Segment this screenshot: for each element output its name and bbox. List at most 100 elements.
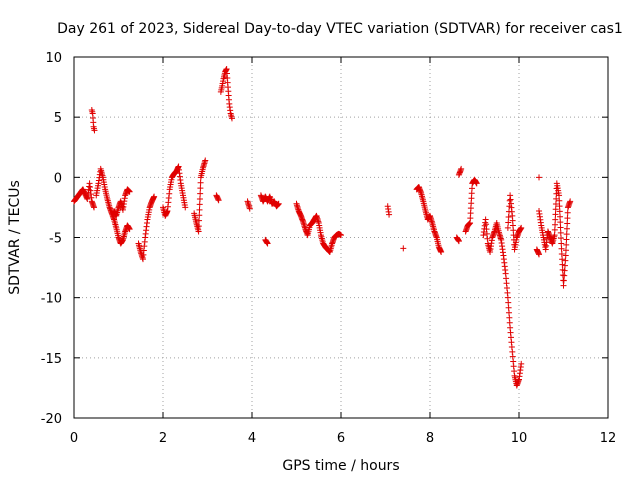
data-point [559, 256, 566, 263]
data-point [551, 232, 558, 239]
data-point [552, 211, 559, 218]
data-point [506, 319, 513, 326]
data-point [560, 277, 567, 284]
data-point [563, 241, 570, 248]
data-point [564, 209, 571, 216]
data-point [151, 193, 158, 200]
y-tick-label: -20 [41, 412, 62, 427]
data-point [518, 224, 525, 231]
data-point [505, 219, 512, 226]
data-point [561, 272, 568, 279]
data-point [400, 245, 407, 252]
data-point [518, 360, 525, 367]
data-point [91, 204, 98, 211]
y-tick-label: -15 [41, 352, 62, 367]
x-tick-label: 2 [159, 431, 167, 446]
data-point [567, 198, 574, 205]
data-point [455, 238, 462, 245]
data-point [228, 115, 235, 122]
data-point [561, 267, 568, 274]
data-point [506, 197, 513, 204]
data-point [338, 232, 344, 239]
data-point [558, 245, 565, 252]
data-point [126, 226, 133, 233]
data-point [458, 165, 465, 172]
data-point [559, 272, 566, 279]
data-point [438, 248, 445, 255]
data-point [556, 203, 563, 210]
axis-ticks: 0 2 4 6 8 10 12 -20 -15 -10 -5 0 5 10 [41, 51, 617, 446]
data-point [197, 190, 204, 197]
data-point [215, 197, 222, 204]
data-point [552, 216, 559, 223]
data-point [536, 174, 543, 181]
data-point [536, 251, 543, 258]
data-point [557, 213, 564, 220]
x-tick-label: 0 [70, 431, 78, 446]
data-point [386, 211, 393, 218]
data-point [126, 188, 133, 195]
data-point [505, 299, 512, 306]
data-point [264, 240, 271, 247]
data-point [564, 215, 571, 222]
data-point [91, 127, 98, 134]
x-tick-label: 8 [426, 431, 434, 446]
data-point [473, 180, 480, 187]
data-point [563, 231, 570, 238]
data-point [557, 224, 564, 231]
y-tick-label: -10 [41, 292, 62, 307]
data-point [558, 235, 565, 242]
y-tick-label: -5 [49, 232, 62, 247]
data-point [197, 179, 204, 186]
data-point [504, 294, 511, 301]
data-point [562, 257, 569, 264]
x-axis-label: GPS time / hours [282, 458, 399, 474]
chart-title: Day 261 of 2023, Sidereal Day-to-day VTE… [57, 21, 623, 37]
x-tick-label: 12 [600, 431, 617, 446]
data-point [196, 217, 203, 224]
y-axis-label: SDTVAR / TECUs [7, 180, 23, 295]
data-point [504, 224, 511, 231]
data-point [557, 229, 564, 236]
data-point [505, 304, 512, 311]
data-point [506, 314, 513, 321]
data-point [197, 185, 204, 192]
data-point [275, 200, 282, 207]
data-point [559, 261, 566, 268]
data-point [202, 157, 209, 164]
data-point [505, 309, 512, 316]
data-point [195, 228, 202, 235]
data-point [560, 282, 567, 289]
data-point [556, 197, 563, 204]
data-point [553, 195, 560, 202]
data-point [196, 201, 203, 208]
data-point [556, 208, 563, 215]
data-point [558, 251, 565, 258]
y-tick-label: 0 [54, 171, 62, 186]
data-point [246, 205, 253, 212]
y-tick-label: 5 [54, 111, 62, 126]
data-point [196, 206, 203, 213]
data-point [551, 226, 558, 233]
data-point [195, 223, 202, 230]
data-point [505, 214, 512, 221]
data-point [563, 225, 570, 232]
data-points [71, 66, 574, 389]
data-point [562, 247, 569, 254]
data-point [182, 204, 189, 211]
data-point [196, 195, 203, 202]
data-point [552, 221, 559, 228]
data-point [557, 219, 564, 226]
x-tick-label: 10 [511, 431, 528, 446]
data-point [552, 201, 559, 208]
data-point [196, 212, 203, 219]
data-point [563, 236, 570, 243]
data-point [558, 240, 565, 247]
y-tick-label: 10 [45, 51, 62, 66]
x-tick-label: 6 [337, 431, 345, 446]
data-point [561, 262, 568, 269]
data-point [556, 192, 563, 199]
data-point [562, 252, 569, 259]
data-point [552, 206, 559, 213]
